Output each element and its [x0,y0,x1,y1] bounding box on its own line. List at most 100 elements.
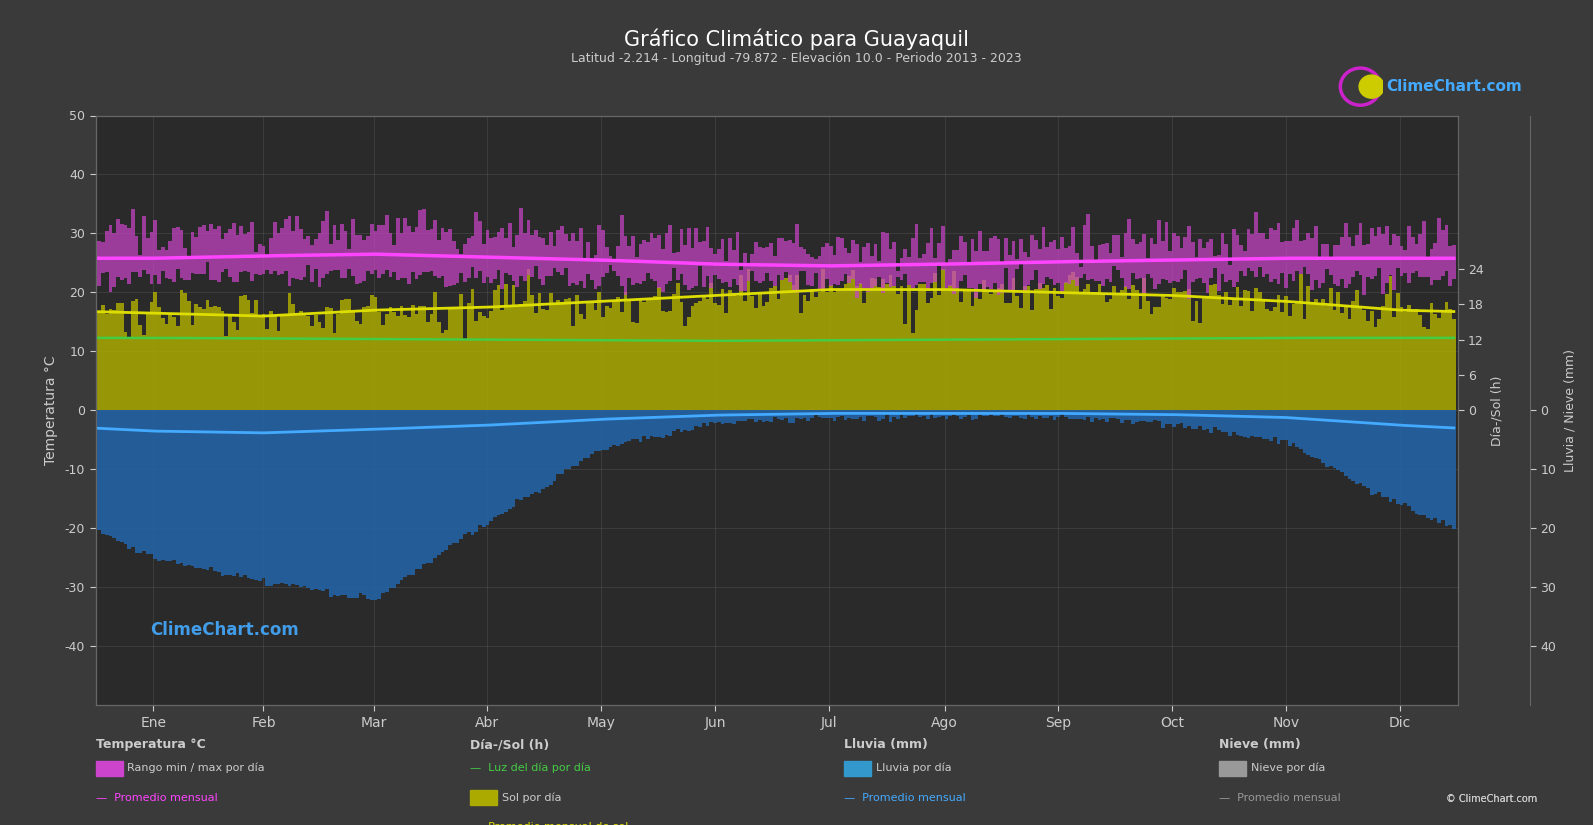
Bar [1407,305,1411,411]
Bar [386,314,389,411]
Bar [366,236,370,271]
Bar [414,411,419,568]
Bar [266,411,269,587]
Bar [583,411,586,459]
Bar [1295,301,1298,411]
Bar [750,253,753,271]
Bar [244,233,247,271]
Bar [981,411,986,417]
Bar [233,223,236,282]
Bar [1023,411,1026,419]
Text: —  Promedio mensual: — Promedio mensual [96,793,217,803]
Bar [153,219,158,275]
Bar [1050,309,1053,411]
Bar [1026,257,1031,285]
Bar [811,257,814,286]
Bar [433,291,436,411]
Bar [1329,288,1333,411]
Bar [362,240,366,281]
Bar [400,411,403,580]
Bar [336,314,339,411]
Bar [720,290,725,411]
Bar [586,303,589,411]
Bar [1270,411,1273,441]
Bar [1031,235,1034,280]
Bar [1356,411,1359,484]
Bar [1362,411,1367,486]
Bar [247,411,250,578]
Bar [350,219,355,276]
Bar [709,411,714,422]
Bar [803,249,806,271]
Bar [773,411,777,417]
Bar [250,411,255,579]
Bar [1303,240,1306,266]
Bar [728,290,731,411]
Bar [198,411,202,568]
Bar [1168,411,1172,423]
Bar [1120,290,1123,411]
Bar [687,411,691,431]
Bar [519,304,523,411]
Bar [628,411,631,441]
Bar [1187,226,1192,299]
Bar [1325,243,1329,269]
Bar [1214,411,1217,427]
Bar [911,411,914,416]
Bar [881,232,884,293]
Bar [239,295,244,411]
Bar [975,411,978,418]
Bar [855,411,859,419]
Bar [1098,284,1101,411]
Bar [970,411,975,420]
Bar [464,244,467,282]
Bar [1351,246,1356,277]
Bar [530,235,534,277]
Bar [781,280,784,411]
Bar [1340,237,1344,279]
Bar [800,314,803,411]
Bar [1423,221,1426,277]
Bar [1086,284,1090,411]
Bar [703,241,706,287]
Bar [336,240,339,270]
Bar [261,247,266,275]
Bar [926,304,930,411]
Bar [1448,411,1451,525]
Bar [350,411,355,597]
Bar [339,411,344,595]
Bar [1243,252,1247,276]
Bar [1217,255,1220,291]
Bar [1150,411,1153,422]
Bar [225,411,228,575]
Text: Día-/Sol (h): Día-/Sol (h) [470,738,550,752]
Bar [840,411,844,416]
Bar [1157,220,1161,284]
Bar [1309,238,1314,290]
Bar [1034,290,1037,411]
Bar [317,411,322,591]
Bar [1000,262,1004,293]
Bar [530,411,534,494]
Bar [553,411,556,481]
Bar [691,306,695,411]
Bar [948,411,953,416]
Bar [758,411,761,421]
Bar [1086,411,1090,417]
Bar [680,411,683,432]
Bar [822,247,825,290]
Bar [408,411,411,574]
Bar [683,245,687,285]
Bar [542,411,545,488]
Bar [217,308,220,411]
Bar [411,411,414,575]
Bar [306,316,311,411]
Bar [892,242,895,286]
Bar [561,226,564,276]
Bar [717,305,720,411]
Bar [773,285,777,411]
Bar [266,255,269,270]
Bar [747,262,750,281]
Bar [828,246,833,286]
Y-axis label: Lluvia / Nieve (mm): Lluvia / Nieve (mm) [1563,349,1575,472]
